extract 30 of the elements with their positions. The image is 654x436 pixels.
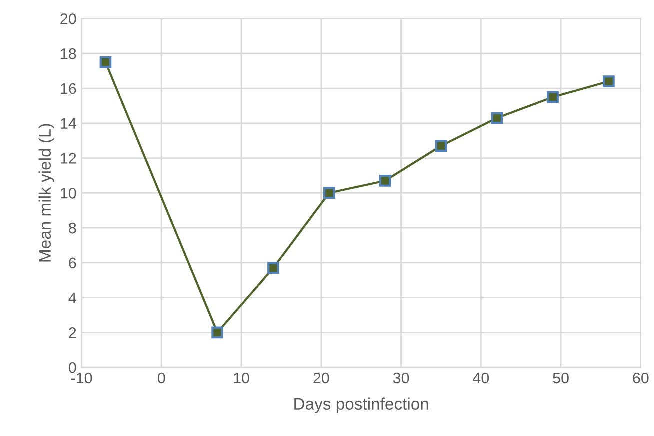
x-tick-label: 60 <box>633 372 649 384</box>
y-tick-label: 2 <box>69 328 76 338</box>
x-tick-label: 30 <box>393 372 410 384</box>
y-tick-label: 0 <box>68 362 76 374</box>
point <box>212 326 224 339</box>
y-tick-label: 12 <box>61 153 76 164</box>
y-tick-label: 10 <box>61 188 76 199</box>
point <box>323 187 336 200</box>
point <box>268 262 280 274</box>
point <box>603 76 615 88</box>
y-tick-label: 6 <box>69 258 76 269</box>
x-tick-label: 40 <box>473 372 490 384</box>
point <box>100 56 112 68</box>
y-tick-label: 18 <box>61 48 76 60</box>
y-tick-label: 4 <box>68 292 76 304</box>
x-tick-label: 0 <box>158 372 166 384</box>
x-tick-label: 50 <box>553 372 569 384</box>
y-tick-label: 16 <box>61 83 76 94</box>
y-tick-label: 14 <box>61 118 76 129</box>
y-tick-label: 8 <box>69 222 76 234</box>
x-tick-label: -10 <box>71 372 92 384</box>
point <box>435 140 448 152</box>
point <box>379 175 392 187</box>
y-tick-label: 20 <box>60 14 76 24</box>
point <box>547 91 559 104</box>
point <box>491 112 504 124</box>
x-tick-label: 10 <box>234 372 250 384</box>
y-axis-title: Mean milk yield (L) <box>38 124 54 262</box>
x-axis-title: Days postinfection <box>294 398 428 414</box>
x-tick-label: 20 <box>314 372 330 384</box>
